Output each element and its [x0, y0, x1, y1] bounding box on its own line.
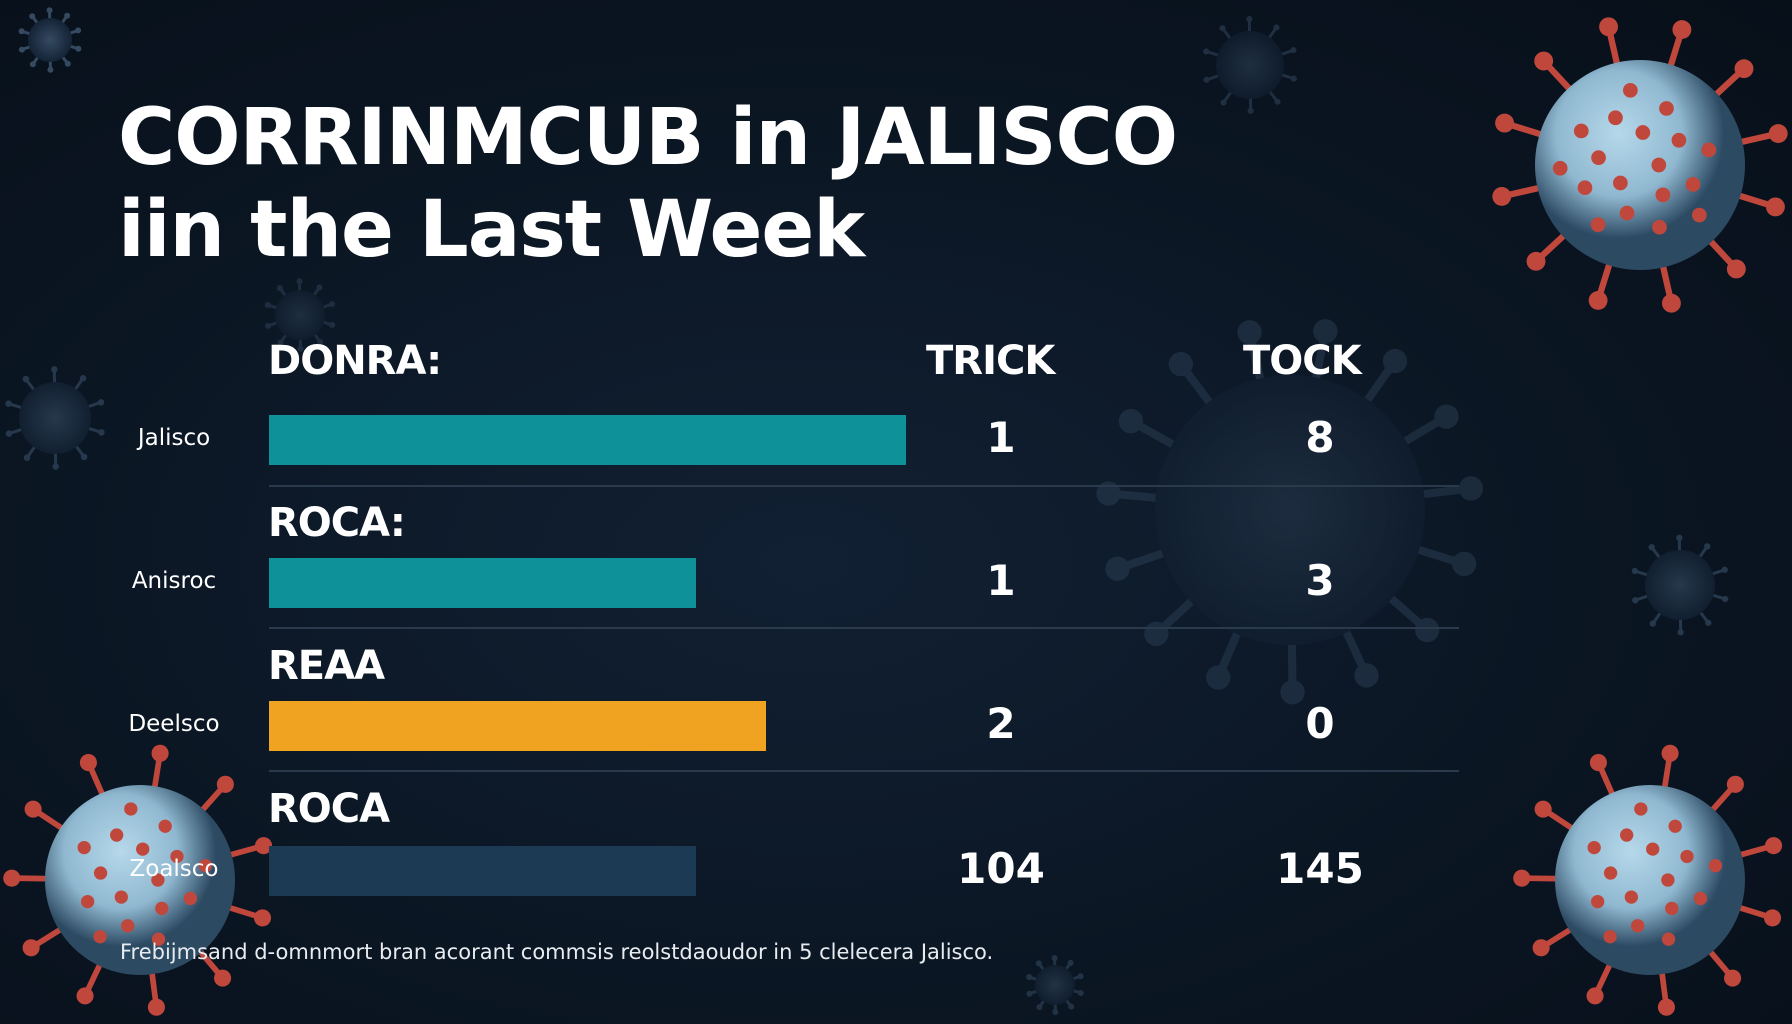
virus-icon	[1631, 534, 1729, 636]
bar	[269, 846, 696, 896]
trick-value: 1	[986, 556, 1016, 605]
trick-value: 2	[986, 699, 1016, 748]
title-line-2: iin the Last Week	[118, 185, 865, 275]
virus-icon	[1203, 16, 1297, 114]
virus-icon	[18, 7, 82, 73]
virus-icon	[1513, 744, 1783, 1016]
row-section-label: REAA	[268, 643, 385, 689]
virus-icon	[1026, 955, 1084, 1015]
column-header-trick: TRICK	[926, 338, 1055, 384]
row-label: Anisroc	[131, 568, 217, 594]
virus-icon	[264, 278, 336, 352]
row-section-label: ROCA	[268, 786, 390, 832]
row-label: Jalisco	[137, 425, 211, 451]
row-label: Zoalsco	[129, 856, 219, 882]
bar	[269, 415, 906, 465]
tock-value: 0	[1305, 699, 1335, 748]
column-header-tock: TOCK	[1243, 338, 1362, 384]
bar	[269, 558, 696, 608]
trick-value: 1	[986, 413, 1016, 462]
footnote: Frebijmsand d-omnmort bran acorant comms…	[120, 940, 994, 964]
virus-icon	[5, 366, 105, 470]
page-title: CORRINMCUB in JALISCO iin the Last Week	[118, 92, 1178, 276]
tock-value: 8	[1305, 413, 1335, 462]
trick-value: 104	[957, 844, 1045, 893]
tock-value: 3	[1305, 556, 1335, 605]
virus-icon	[3, 744, 273, 1016]
virus-icon	[1096, 319, 1484, 705]
row-section-label: DONRA:	[268, 338, 442, 384]
row-divider	[269, 770, 1459, 772]
row-label: Deelsco	[128, 711, 220, 737]
bar	[269, 701, 766, 751]
virus-icon	[1492, 17, 1788, 313]
row-section-label: ROCA:	[268, 500, 406, 546]
row-divider	[269, 485, 1459, 487]
title-line-1: CORRINMCUB in JALISCO	[118, 93, 1178, 183]
tock-value: 145	[1276, 844, 1364, 893]
row-divider	[269, 627, 1459, 629]
